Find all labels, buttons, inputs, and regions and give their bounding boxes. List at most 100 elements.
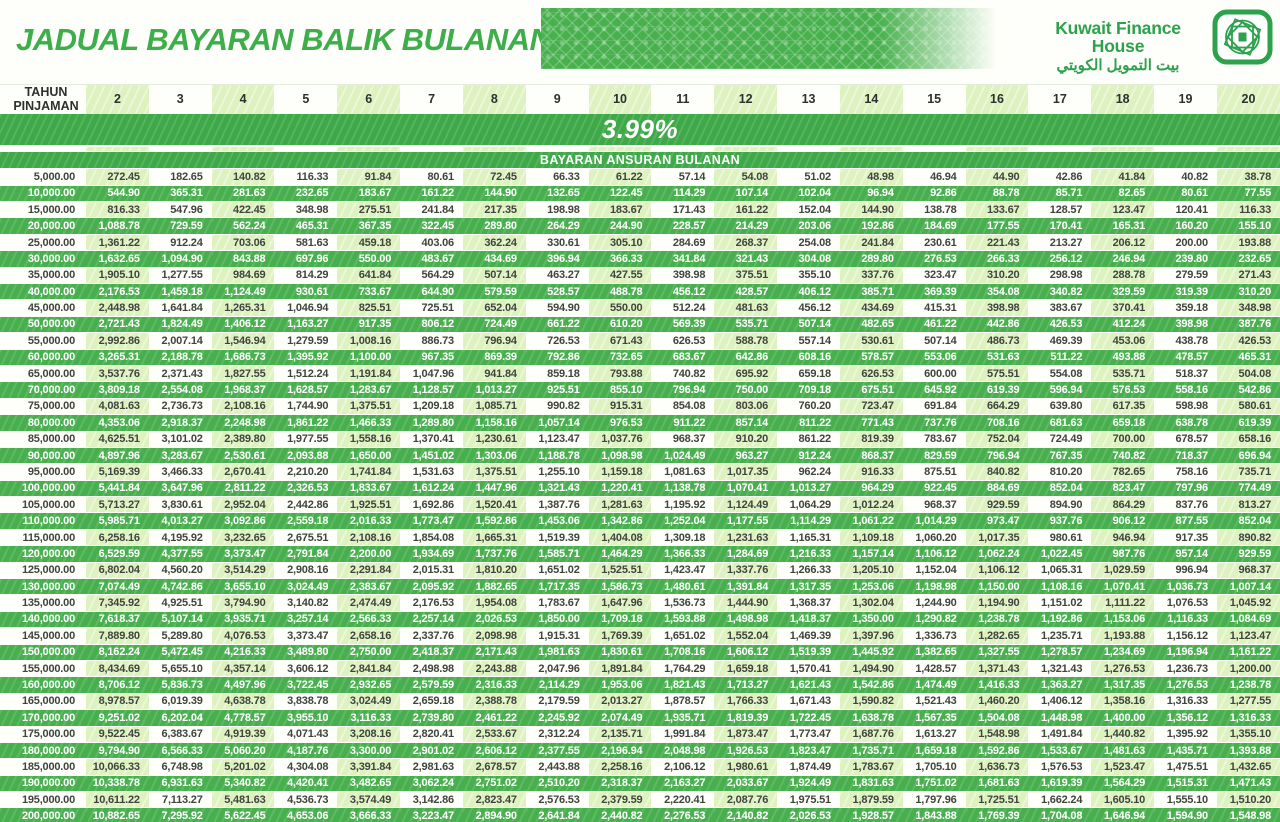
payment-cell: 1,070.41 xyxy=(714,479,778,498)
spacer-cell xyxy=(1216,144,1280,153)
table-row: 165,000.00 8,978.57 6,019.39 4,638.78 3,838.… xyxy=(0,692,1280,710)
payment-cell: 890.82 xyxy=(1216,528,1280,546)
payment-cell: 1,065.31 xyxy=(1028,561,1092,579)
payment-cell: 1,406.12 xyxy=(1028,692,1092,710)
payment-cell: 2,952.04 xyxy=(211,496,275,513)
loan-amount-cell: 15,000.00 xyxy=(0,201,86,218)
payment-cell: 1,783.67 xyxy=(525,594,589,612)
payment-cell: 367.35 xyxy=(337,217,401,235)
payment-cell: 588.78 xyxy=(714,332,778,350)
payment-cell: 2,675.51 xyxy=(274,528,338,546)
payment-cell: 987.76 xyxy=(1091,545,1155,563)
payment-cell: 2,606.12 xyxy=(462,741,526,760)
payment-cell: 406.12 xyxy=(777,282,840,301)
table-row: 180,000.00 9,794.90 6,566.33 5,060.20 4,187.… xyxy=(0,741,1280,760)
payment-cell: 463.27 xyxy=(525,266,589,284)
payment-cell: 1,416.33 xyxy=(965,676,1029,694)
payment-cell: 241.84 xyxy=(400,201,463,218)
payment-cell: 2,245.92 xyxy=(525,709,589,727)
payment-cell: 642.86 xyxy=(714,348,778,366)
payment-cell: 80.61 xyxy=(1154,184,1217,203)
payment-cell: 1,428.57 xyxy=(902,659,966,677)
payment-cell: 700.00 xyxy=(1091,430,1155,448)
kfh-logo-mark-icon xyxy=(1212,9,1273,65)
payment-cell: 1,704.08 xyxy=(1028,807,1092,822)
payment-cell: 2,566.33 xyxy=(337,610,401,629)
payment-cell: 1,821.43 xyxy=(651,676,715,694)
payment-cell: 5,836.73 xyxy=(148,676,212,694)
payment-cell: 7,618.37 xyxy=(86,610,149,629)
payment-cell: 968.37 xyxy=(651,430,715,448)
payment-cell: 1,621.43 xyxy=(777,676,840,694)
payment-cell: 92.86 xyxy=(902,184,966,203)
payment-cell: 1,230.61 xyxy=(462,430,526,448)
payment-cell: 77.55 xyxy=(1216,184,1280,203)
payment-cell: 152.04 xyxy=(777,201,840,218)
payment-cell: 42.86 xyxy=(1028,168,1092,186)
payment-cell: 160.20 xyxy=(1154,217,1217,235)
payment-cell: 323.47 xyxy=(902,266,966,284)
spacer-cell xyxy=(1154,144,1217,153)
payment-cell: 10,338.78 xyxy=(86,774,149,793)
loan-amount-cell: 85,000.00 xyxy=(0,430,86,448)
loan-amount-cell: 45,000.00 xyxy=(0,299,86,317)
payment-cell: 911.22 xyxy=(651,414,715,432)
payment-cell: 732.65 xyxy=(588,348,652,366)
payment-cell: 1,659.18 xyxy=(902,741,966,760)
payment-cell: 619.39 xyxy=(965,381,1029,399)
payment-cell: 1,882.65 xyxy=(462,578,526,596)
payment-cell: 1,423.47 xyxy=(651,561,715,579)
payment-cell: 289.80 xyxy=(462,217,526,235)
year-header-cell: 8 xyxy=(462,83,526,114)
loan-amount-cell: 25,000.00 xyxy=(0,233,86,251)
payment-cell: 869.39 xyxy=(462,348,526,366)
payment-cell: 2,171.43 xyxy=(462,643,526,661)
payment-cell: 9,794.90 xyxy=(86,741,149,760)
payment-cell: 1,395.92 xyxy=(1154,725,1217,743)
spacer-cell xyxy=(902,144,966,153)
payment-cell: 641.84 xyxy=(337,266,401,284)
payment-cell: 797.96 xyxy=(1154,479,1217,498)
payment-cell: 239.80 xyxy=(1154,250,1217,268)
payment-cell: 2,474.49 xyxy=(337,594,401,612)
payment-cell: 132.65 xyxy=(525,184,589,203)
payment-cell: 375.51 xyxy=(714,266,778,284)
payment-cell: 852.04 xyxy=(1028,479,1092,498)
payment-cell: 1,152.04 xyxy=(902,561,966,579)
loan-amount-cell: 75,000.00 xyxy=(0,397,86,415)
loan-amount-cell: 5,000.00 xyxy=(0,168,86,186)
year-header-cell: 18 xyxy=(1091,83,1155,114)
payment-cell: 398.98 xyxy=(1154,315,1217,334)
payment-cell: 562.24 xyxy=(211,217,275,235)
table-row: 130,000.00 7,074.49 4,742.86 3,655.10 3,024.… xyxy=(0,578,1280,596)
payment-cell: 140.82 xyxy=(211,168,275,186)
payment-cell: 1,205.10 xyxy=(839,561,903,579)
payment-cell: 1,612.24 xyxy=(400,479,463,498)
payment-cell: 735.71 xyxy=(1216,463,1280,481)
payment-cell: 1,432.65 xyxy=(1216,758,1280,776)
payment-cell: 840.82 xyxy=(965,463,1029,481)
table-row: 170,000.00 9,251.02 6,202.04 4,778.57 3,955.… xyxy=(0,709,1280,727)
payment-cell: 737.76 xyxy=(902,414,966,432)
payment-cell: 122.45 xyxy=(588,184,652,203)
payment-cell: 1,156.12 xyxy=(1154,627,1217,645)
payment-cell: 82.65 xyxy=(1091,184,1155,203)
table-row: 40,000.00 2,176.53 1,459.18 1,124.49 930.61 7… xyxy=(0,282,1280,301)
payment-cell: 1,070.41 xyxy=(1091,578,1155,596)
payment-cell: 912.24 xyxy=(148,233,212,251)
payment-cell: 2,026.53 xyxy=(462,610,526,629)
loan-amount-cell: 155,000.00 xyxy=(0,659,86,677)
payment-cell: 1,519.39 xyxy=(777,643,840,661)
payment-cell: 1,555.10 xyxy=(1154,791,1217,808)
payment-cell: 3,373.47 xyxy=(211,545,275,563)
payment-cell: 2,106.12 xyxy=(651,758,715,776)
payment-cell: 1,797.96 xyxy=(902,791,966,808)
payment-cell: 2,248.98 xyxy=(211,414,275,432)
payment-cell: 214.29 xyxy=(714,217,778,235)
payment-cell: 5,107.14 xyxy=(148,610,212,629)
payment-cell: 2,554.08 xyxy=(148,381,212,399)
payment-cell: 750.00 xyxy=(714,381,778,399)
payment-cell: 2,276.53 xyxy=(651,807,715,822)
payment-cell: 493.88 xyxy=(1091,348,1155,366)
loan-amount-cell: 200,000.00 xyxy=(0,807,86,822)
